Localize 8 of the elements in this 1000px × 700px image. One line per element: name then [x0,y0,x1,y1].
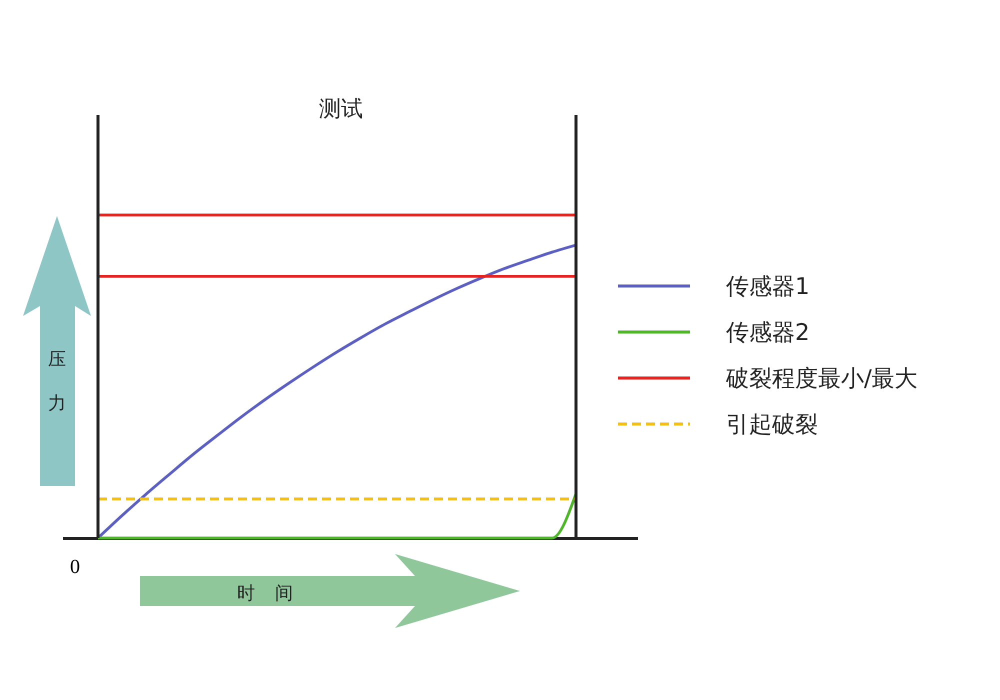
chart-title: 测试 [318,96,364,124]
legend-label: 引起破裂 [726,410,818,440]
legend-label: 传感器1 [726,272,810,302]
x-axis-title: 时间 [236,582,314,605]
text: 压力 [48,349,66,414]
legend-label: 破裂程度最小/最大 [726,364,918,394]
text: 0 [70,556,80,579]
legend-label: 传感器2 [726,318,810,348]
